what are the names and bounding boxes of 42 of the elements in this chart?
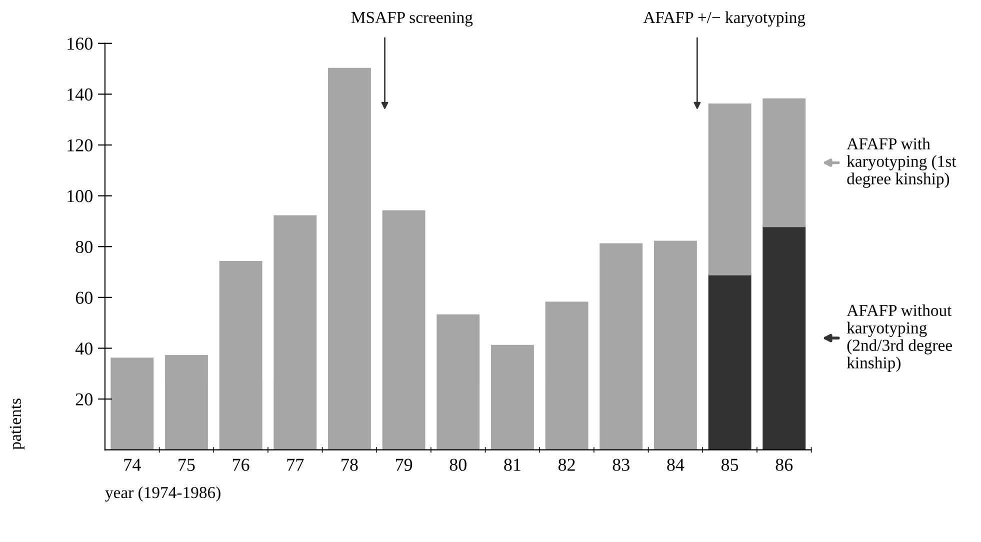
x-tick-label: 82 — [558, 458, 575, 471]
legend-label: AFAFP without karyotyping (2nd/3rd degree kinship) — [846, 304, 952, 372]
y-tick-label: 160 — [68, 38, 92, 50]
y-axis-title: patients — [10, 398, 24, 450]
y-tick-label: 100 — [68, 190, 92, 202]
y-tick-label: 20 — [76, 393, 92, 406]
legend-label: AFAFP with karyotyping (1st degree kinship) — [846, 138, 956, 188]
x-tick-label: 80 — [450, 458, 466, 471]
bar — [762, 98, 806, 228]
x-tick-label: 75 — [178, 458, 195, 471]
bar — [328, 68, 371, 450]
x-axis-title: year (1974-1986) — [105, 486, 220, 502]
x-tick-label: 77 — [287, 458, 304, 471]
x-tick-label: 78 — [342, 458, 358, 471]
x-tick-label: 81 — [504, 458, 520, 471]
x-tick-label: 85 — [721, 458, 738, 471]
y-tick-label: 40 — [75, 342, 92, 355]
bar — [436, 314, 480, 450]
x-tick-label: 76 — [232, 458, 250, 471]
text: AFAFP +/− karyotyping — [643, 11, 806, 27]
y-tick-label: 60 — [76, 292, 92, 304]
x-tick-label: 86 — [776, 458, 793, 471]
y-tick-label: 120 — [68, 139, 92, 152]
bar — [382, 210, 426, 450]
bar — [110, 358, 154, 450]
bar — [490, 344, 534, 450]
text: MSAFP screening — [351, 12, 473, 27]
bar — [219, 261, 262, 450]
bar — [545, 302, 588, 450]
bar — [274, 215, 317, 450]
x-tick-label: 83 — [612, 458, 630, 471]
bar — [164, 355, 208, 450]
x-tick-label: 84 — [667, 458, 684, 471]
x-tick-label: 79 — [396, 458, 412, 471]
bar — [708, 274, 752, 450]
x-tick-label: 74 — [124, 458, 141, 471]
bar — [708, 104, 752, 276]
bar — [762, 225, 806, 450]
y-tick-label: 80 — [76, 240, 92, 254]
bar — [600, 243, 643, 450]
y-tick-label: 140 — [68, 88, 92, 101]
bar — [654, 240, 697, 450]
